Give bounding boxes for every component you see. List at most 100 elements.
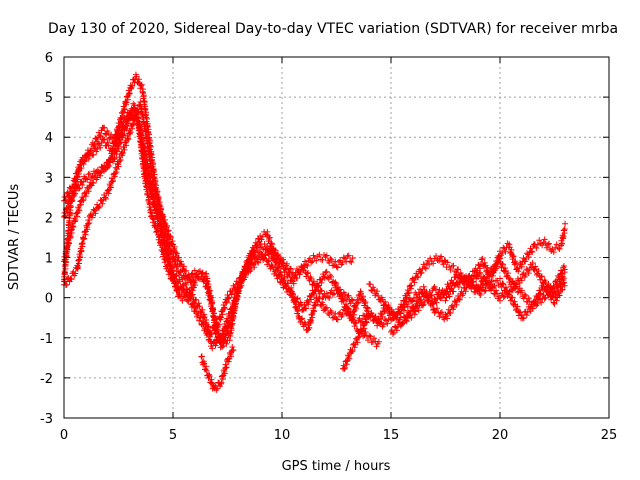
data-point xyxy=(499,280,506,287)
series-track-5 xyxy=(61,98,197,291)
data-point xyxy=(68,276,75,283)
data-point xyxy=(350,340,357,347)
data-point xyxy=(326,294,333,301)
data-point xyxy=(172,273,179,280)
data-point xyxy=(96,170,103,177)
data-point xyxy=(419,302,426,309)
data-point xyxy=(364,337,371,344)
data-point xyxy=(529,249,536,256)
data-point xyxy=(476,270,483,277)
data-point xyxy=(493,287,500,294)
data-point xyxy=(68,188,75,195)
data-point xyxy=(259,233,266,240)
data-point xyxy=(161,219,168,226)
data-point xyxy=(525,270,532,277)
data-point xyxy=(292,269,299,276)
data-point xyxy=(71,218,78,225)
data-point xyxy=(190,279,197,286)
data-point xyxy=(430,260,437,267)
data-point xyxy=(258,236,265,243)
data-point xyxy=(265,258,272,265)
data-point xyxy=(334,316,341,323)
data-point xyxy=(258,250,265,257)
data-point xyxy=(209,345,216,352)
data-point xyxy=(502,265,509,272)
y-tick-label: 5 xyxy=(45,91,53,106)
data-point xyxy=(334,290,341,297)
data-point xyxy=(509,294,516,301)
data-point xyxy=(145,141,152,148)
data-point xyxy=(388,308,394,315)
data-point xyxy=(362,328,369,335)
data-point xyxy=(191,267,198,274)
data-point xyxy=(98,140,105,147)
data-point xyxy=(203,363,210,370)
data-point xyxy=(130,121,137,128)
data-point xyxy=(149,174,156,181)
data-point xyxy=(223,340,230,347)
data-point xyxy=(189,270,196,277)
data-point xyxy=(114,142,121,149)
data-point xyxy=(533,271,540,278)
data-point xyxy=(112,135,119,142)
data-point xyxy=(110,140,117,147)
data-point xyxy=(177,262,184,269)
data-point xyxy=(138,82,145,89)
data-point xyxy=(477,269,484,276)
data-point xyxy=(101,124,108,131)
data-point xyxy=(322,305,329,312)
data-point xyxy=(294,295,301,302)
chart-title: Day 130 of 2020, Sidereal Day-to-day VTE… xyxy=(48,21,618,37)
data-point xyxy=(415,274,422,281)
data-point xyxy=(537,290,544,297)
data-point xyxy=(199,306,206,313)
data-point xyxy=(215,321,222,328)
data-point xyxy=(144,134,151,141)
data-point xyxy=(525,254,532,261)
data-point xyxy=(393,327,400,334)
data-point xyxy=(80,196,87,203)
data-point xyxy=(304,270,311,277)
data-point xyxy=(109,146,116,153)
data-point xyxy=(310,308,317,315)
data-point xyxy=(123,99,130,106)
data-point xyxy=(117,126,124,133)
data-point xyxy=(150,179,157,186)
data-point xyxy=(130,76,137,83)
data-point xyxy=(350,308,357,315)
data-point xyxy=(497,297,503,304)
data-point xyxy=(426,261,433,268)
data-point xyxy=(198,353,205,360)
data-point xyxy=(155,216,162,223)
data-point xyxy=(498,264,505,271)
data-point xyxy=(389,309,396,316)
data-point xyxy=(164,228,171,235)
data-point xyxy=(138,81,145,88)
data-point xyxy=(97,144,104,151)
plot-frame xyxy=(63,56,610,419)
data-point xyxy=(518,277,525,284)
data-point xyxy=(106,156,113,163)
data-point xyxy=(93,148,100,155)
data-point xyxy=(222,334,229,341)
data-point xyxy=(361,300,368,307)
data-point xyxy=(219,333,226,340)
data-point xyxy=(100,168,107,175)
data-point xyxy=(481,263,488,270)
data-point xyxy=(366,332,373,339)
data-point xyxy=(561,282,568,289)
data-point xyxy=(221,304,228,311)
data-point xyxy=(207,294,214,301)
x-tick-label: 5 xyxy=(169,428,177,443)
data-point xyxy=(512,260,519,267)
data-point xyxy=(64,189,71,196)
data-point xyxy=(354,339,361,346)
data-point xyxy=(204,278,211,285)
data-point xyxy=(533,302,540,309)
data-point xyxy=(535,268,542,275)
data-point xyxy=(113,169,120,176)
data-point xyxy=(293,296,300,303)
data-point xyxy=(453,301,460,308)
data-point xyxy=(234,292,241,299)
data-point xyxy=(287,266,294,273)
